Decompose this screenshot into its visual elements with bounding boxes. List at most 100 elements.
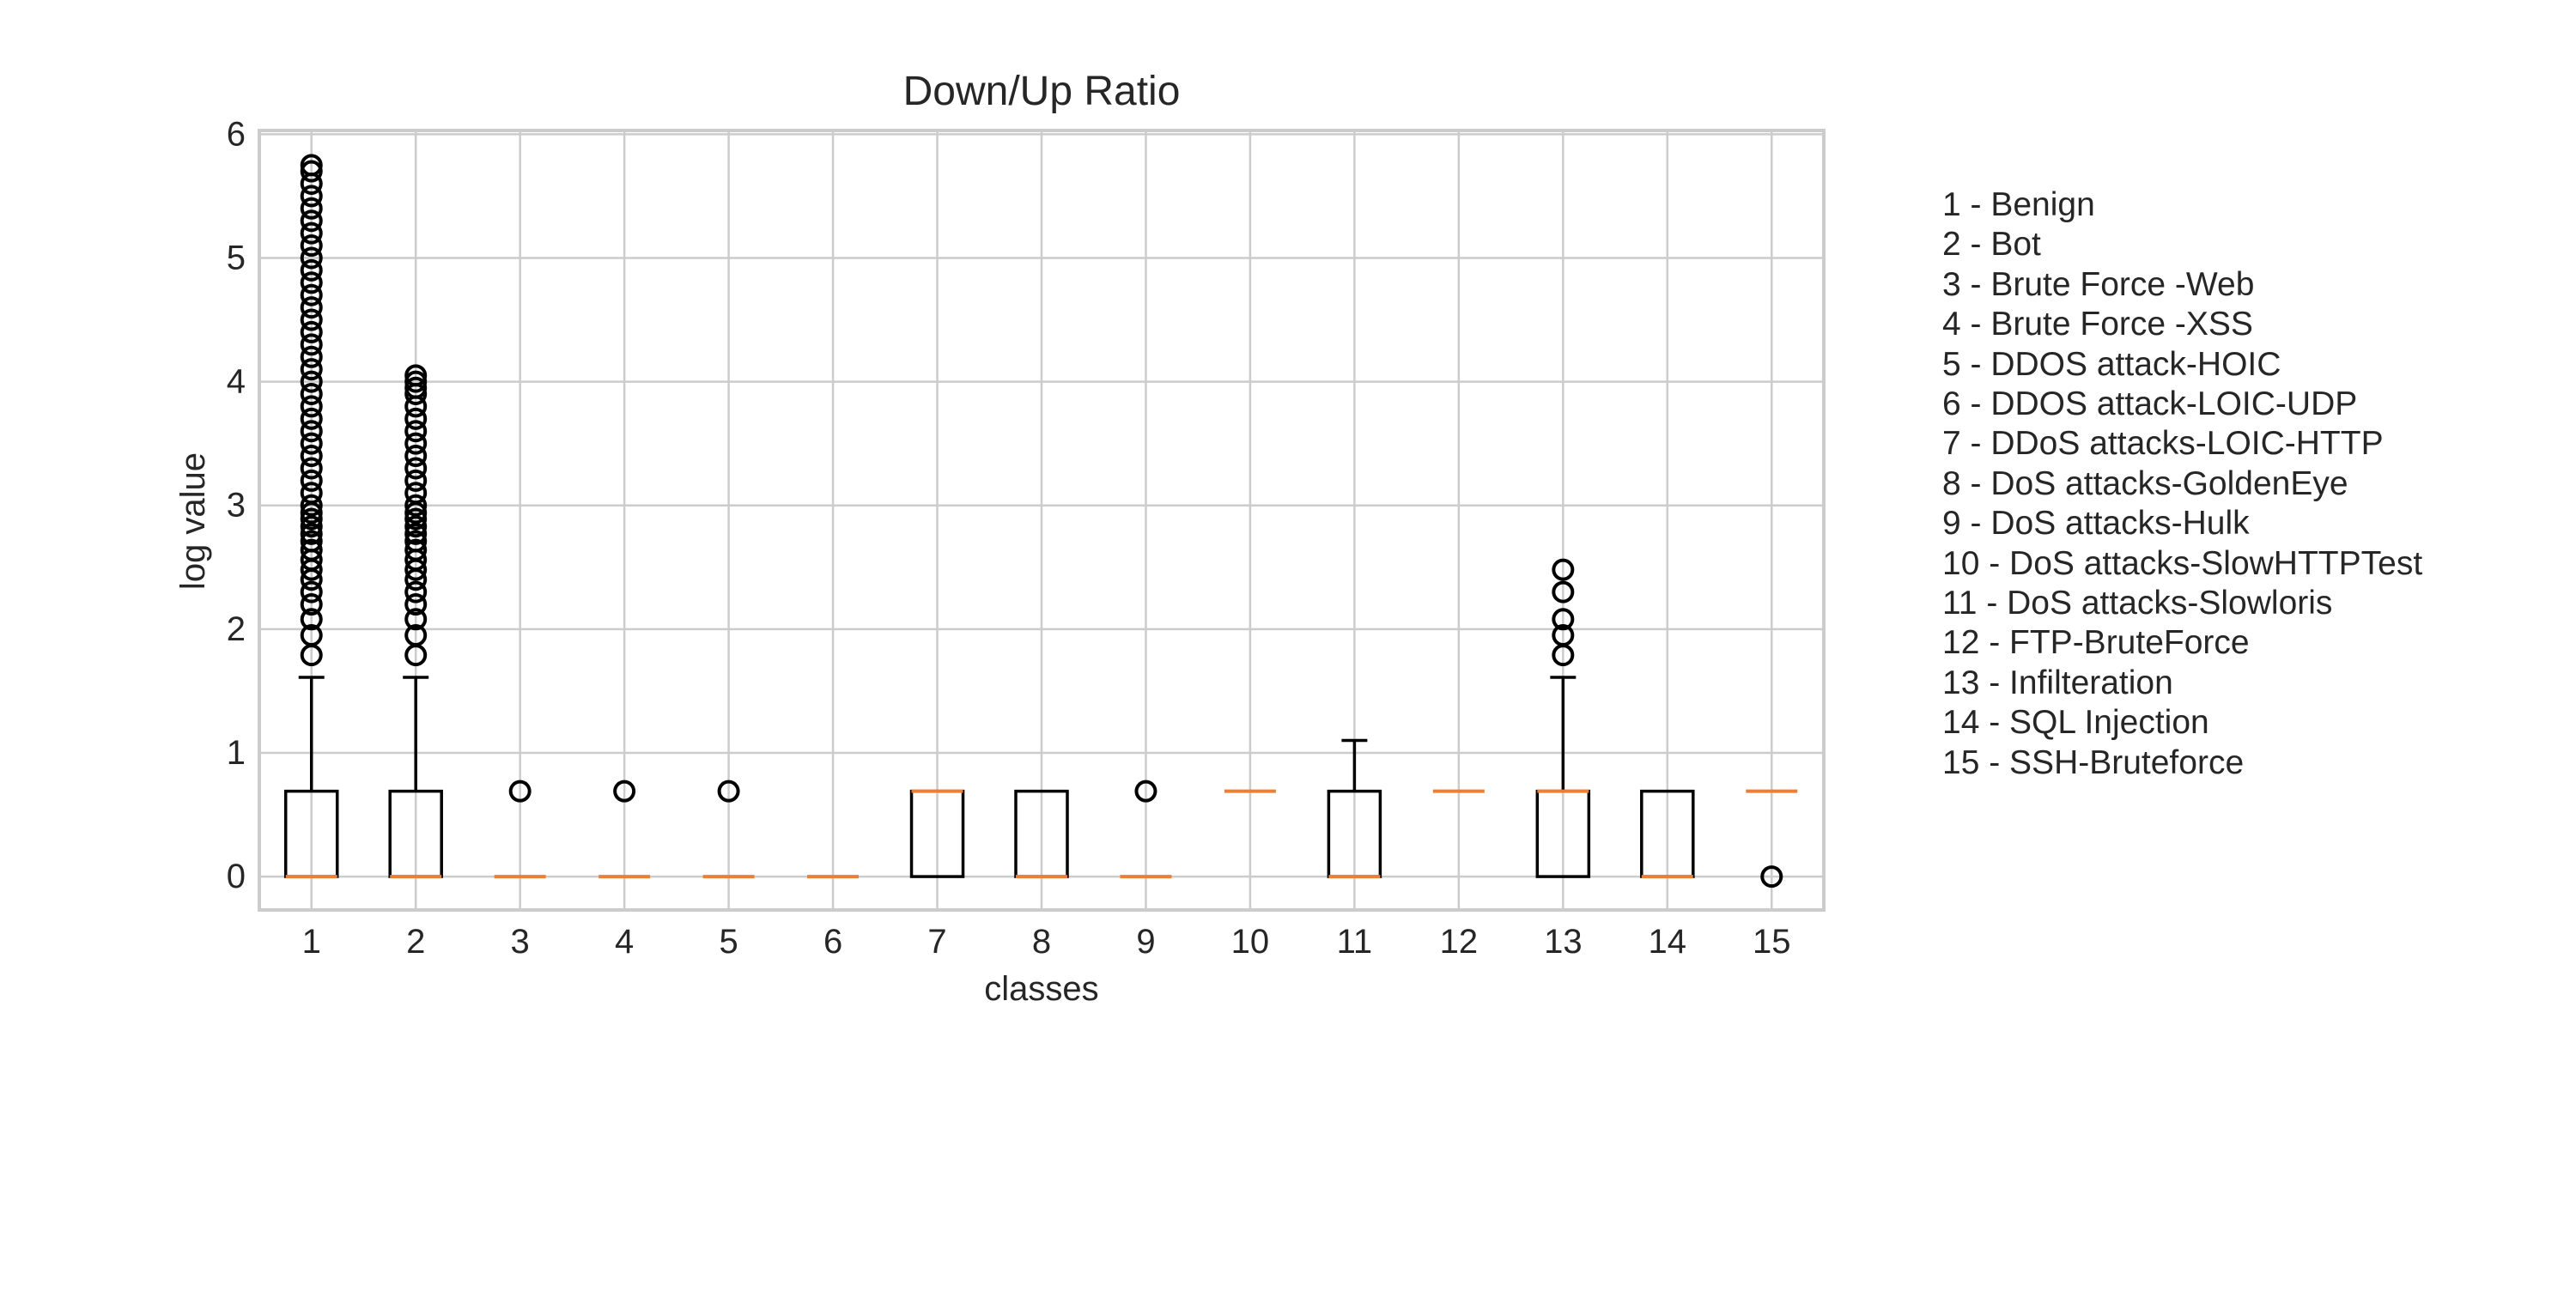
x-tick-label: 8	[1032, 923, 1051, 961]
x-tick-label: 12	[1440, 923, 1479, 961]
outlier-point	[404, 507, 428, 531]
outlier-point	[717, 779, 740, 803]
legend-item: 3 - Brute Force -Web	[1942, 265, 2255, 303]
outlier-point	[613, 779, 636, 803]
x-tick-label: 9	[1136, 923, 1155, 961]
outlier-point	[404, 580, 428, 604]
outlier-point	[300, 283, 323, 306]
y-tick-label: 6	[227, 115, 246, 153]
outlier-point	[404, 522, 428, 545]
legend-item: 2 - Bot	[1942, 226, 2041, 264]
x-tick-label: 5	[719, 923, 738, 961]
legend-item: 12 - FTP-BruteForce	[1942, 624, 2250, 662]
y-tick-label: 1	[227, 734, 246, 772]
outlier-point	[300, 593, 323, 616]
y-tick-label: 2	[227, 610, 246, 648]
outlier-point	[404, 608, 428, 631]
outlier-point	[300, 445, 323, 468]
outlier-point	[300, 234, 323, 258]
outlier-point	[1552, 558, 1575, 581]
x-axis-label: classes	[984, 970, 1098, 1008]
outlier-point	[300, 209, 323, 233]
outlier-point	[300, 185, 323, 208]
outlier-point	[300, 608, 323, 631]
outlier-point	[300, 482, 323, 505]
plot-frame	[258, 129, 1826, 912]
y-tick-label: 3	[227, 487, 246, 525]
legend-item: 4 - Brute Force -XSS	[1942, 306, 2253, 343]
outlier-point	[300, 580, 323, 604]
x-tick-label: 1	[302, 923, 321, 961]
outlier-point	[300, 358, 323, 381]
legend-item: 11 - DoS attacks-Slowloris	[1942, 585, 2333, 622]
outlier-point	[404, 538, 428, 561]
outlier-point	[404, 482, 428, 505]
outlier-point	[300, 154, 323, 177]
x-tick-label: 2	[406, 923, 425, 961]
outlier-point	[300, 271, 323, 294]
outlier-point	[404, 624, 428, 647]
outlier-point	[1134, 779, 1157, 803]
x-tick-label: 4	[615, 923, 634, 961]
y-axis-label: log value	[174, 452, 212, 590]
legend-item: 7 - DDoS attacks-LOIC-HTTP	[1942, 425, 2384, 463]
outlier-point	[300, 160, 323, 183]
outlier-point	[300, 370, 323, 393]
outlier-point	[404, 420, 428, 443]
outlier-point	[404, 494, 428, 517]
x-tick-label: 14	[1649, 923, 1687, 961]
outlier-point	[300, 407, 323, 430]
x-tick-label: 7	[927, 923, 946, 961]
outlier-point	[404, 407, 428, 430]
outlier-point	[300, 382, 323, 405]
outlier-point	[300, 515, 323, 538]
outlier-point	[300, 221, 323, 245]
outlier-point	[404, 432, 428, 455]
chart-title: Down/Up Ratio	[903, 69, 1181, 114]
outlier-point	[300, 258, 323, 282]
x-tick-label: 11	[1337, 923, 1373, 961]
outlier-point	[1552, 580, 1575, 604]
outlier-point	[300, 469, 323, 492]
outlier-point	[300, 296, 323, 319]
outlier-point	[404, 469, 428, 492]
legend-item: 13 - Infilteration	[1942, 664, 2173, 701]
x-tick-label: 15	[1753, 923, 1791, 961]
legend-item: 9 - DoS attacks-Hulk	[1942, 505, 2250, 543]
x-tick-label: 10	[1231, 923, 1270, 961]
outlier-point	[300, 507, 323, 531]
outlier-point	[404, 364, 428, 387]
outlier-point	[1552, 608, 1575, 631]
legend-item: 5 - DDOS attack-HOIC	[1942, 345, 2281, 383]
outlier-point	[300, 246, 323, 270]
outlier-point	[300, 624, 323, 647]
outlier-point	[300, 345, 323, 368]
outlier-point	[404, 515, 428, 538]
outlier-point	[300, 538, 323, 561]
outlier-point	[300, 432, 323, 455]
outlier-point	[300, 530, 323, 553]
y-tick-label: 5	[227, 239, 246, 276]
legend-item: 15 - SSH-Bruteforce	[1942, 743, 2245, 781]
y-tick-label: 4	[227, 363, 246, 401]
x-tick-label: 3	[511, 923, 530, 961]
outlier-point	[300, 333, 323, 356]
outlier-point	[404, 593, 428, 616]
outlier-point	[404, 370, 428, 393]
x-tick-label: 6	[823, 923, 842, 961]
outlier-point	[404, 445, 428, 468]
legend-item: 8 - DoS attacks-GoldenEye	[1942, 464, 2348, 502]
outlier-point	[300, 420, 323, 443]
legend-item: 1 - Benign	[1942, 186, 2095, 223]
outlier-point	[508, 779, 532, 803]
x-tick-label: 13	[1544, 923, 1583, 961]
legend-item: 10 - DoS attacks-SlowHTTPTest	[1942, 544, 2423, 582]
outlier-point	[1760, 865, 1783, 889]
outlier-point	[300, 494, 323, 517]
outlier-point	[300, 395, 323, 418]
legend-item: 6 - DDOS attack-LOIC-UDP	[1942, 385, 2358, 423]
class-legend: 1 - Benign 2 - Bot 3 - Brute Force -Web 4 -…	[1942, 185, 2422, 783]
legend-item: 14 - SQL Injection	[1942, 704, 2209, 742]
